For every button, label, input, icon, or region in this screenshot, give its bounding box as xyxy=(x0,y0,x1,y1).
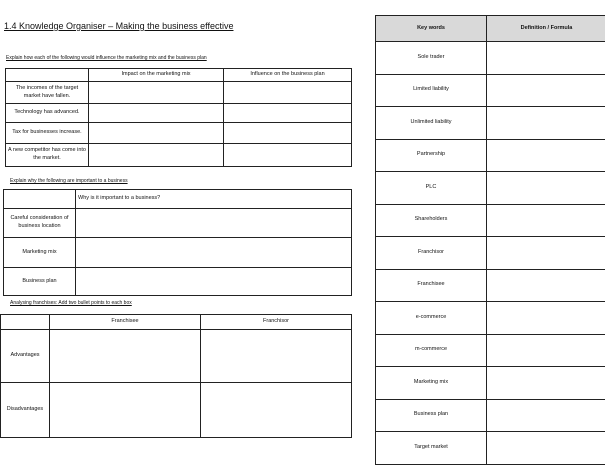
header-cell: Franchisee xyxy=(50,315,201,330)
section2-instruction: Explain why the following are important … xyxy=(10,178,128,184)
header-cell: Why is it important to a business? xyxy=(76,190,352,209)
answer-cell[interactable] xyxy=(76,268,352,296)
definition-cell[interactable] xyxy=(487,269,605,302)
row-label: Disadvantages xyxy=(1,383,50,438)
header-cell: Key words xyxy=(376,16,487,42)
keyword-row: Business plan xyxy=(376,399,605,432)
header-cell xyxy=(6,69,89,82)
keyword-label: Target market xyxy=(376,432,487,465)
row-label: The incomes of the target market have fa… xyxy=(6,82,89,104)
row-label: A new competitor has come into the marke… xyxy=(6,144,89,167)
definition-cell[interactable] xyxy=(487,399,605,432)
answer-cell[interactable] xyxy=(89,82,224,104)
header-cell: Impact on the marketing mix xyxy=(89,69,224,82)
keyword-label: Sole trader xyxy=(376,42,487,75)
keyword-row: Sole trader xyxy=(376,42,605,75)
keyword-row: Shareholders xyxy=(376,204,605,237)
keyword-label: Franchisee xyxy=(376,269,487,302)
answer-cell[interactable] xyxy=(89,104,224,123)
keyword-row: Unlimited liability xyxy=(376,107,605,140)
keyword-label: Limited liability xyxy=(376,74,487,107)
keyword-label: Shareholders xyxy=(376,204,487,237)
definition-cell[interactable] xyxy=(487,334,605,367)
definition-cell[interactable] xyxy=(487,237,605,270)
keyword-label: m-commerce xyxy=(376,334,487,367)
keyword-label: e-commerce xyxy=(376,302,487,335)
definition-cell[interactable] xyxy=(487,107,605,140)
keyword-label: Partnership xyxy=(376,139,487,172)
answer-cell[interactable] xyxy=(224,82,352,104)
section1-instruction: Explain how each of the following would … xyxy=(6,55,207,61)
row-label: Marketing mix xyxy=(4,238,76,268)
keyword-row: Franchisee xyxy=(376,269,605,302)
answer-cell[interactable] xyxy=(201,383,352,438)
answer-cell[interactable] xyxy=(224,104,352,123)
keyword-label: Franchisor xyxy=(376,237,487,270)
answer-cell[interactable] xyxy=(89,123,224,144)
row-label: Technology has advanced. xyxy=(6,104,89,123)
definition-cell[interactable] xyxy=(487,302,605,335)
answer-cell[interactable] xyxy=(224,144,352,167)
keyword-label: Marketing mix xyxy=(376,367,487,400)
answer-cell[interactable] xyxy=(50,383,201,438)
row-label: Business plan xyxy=(4,268,76,296)
definition-cell[interactable] xyxy=(487,432,605,465)
keyword-row: Limited liability xyxy=(376,74,605,107)
header-cell: Influence on the business plan xyxy=(224,69,352,82)
keyword-row: Partnership xyxy=(376,139,605,172)
keyword-label: PLC xyxy=(376,172,487,205)
row-label: Advantages xyxy=(1,330,50,383)
keyword-row: PLC xyxy=(376,172,605,205)
answer-cell[interactable] xyxy=(89,144,224,167)
keyword-row: e-commerce xyxy=(376,302,605,335)
answer-cell[interactable] xyxy=(201,330,352,383)
keyword-label: Business plan xyxy=(376,399,487,432)
definition-cell[interactable] xyxy=(487,367,605,400)
answer-cell[interactable] xyxy=(76,238,352,268)
definition-cell[interactable] xyxy=(487,42,605,75)
definition-cell[interactable] xyxy=(487,204,605,237)
answer-cell[interactable] xyxy=(50,330,201,383)
section3-instruction: Analysing franchises: Add two bullet poi… xyxy=(10,300,132,306)
keyword-row: Target market xyxy=(376,432,605,465)
header-cell: Definition / Formula xyxy=(487,16,605,42)
definition-cell[interactable] xyxy=(487,74,605,107)
keyword-row: m-commerce xyxy=(376,334,605,367)
keyword-row: Franchisor xyxy=(376,237,605,270)
header-cell xyxy=(1,315,50,330)
answer-cell[interactable] xyxy=(76,209,352,238)
header-cell xyxy=(4,190,76,209)
row-label: Careful consideration of business locati… xyxy=(4,209,76,238)
keyword-row: Marketing mix xyxy=(376,367,605,400)
row-label: Tax for businesses increase. xyxy=(6,123,89,144)
definition-cell[interactable] xyxy=(487,172,605,205)
importance-table: Why is it important to a business? Caref… xyxy=(3,189,352,296)
keyword-label: Unlimited liability xyxy=(376,107,487,140)
answer-cell[interactable] xyxy=(224,123,352,144)
definition-cell[interactable] xyxy=(487,139,605,172)
header-cell: Franchisor xyxy=(201,315,352,330)
page-title: 1.4 Knowledge Organiser – Making the bus… xyxy=(4,21,233,31)
